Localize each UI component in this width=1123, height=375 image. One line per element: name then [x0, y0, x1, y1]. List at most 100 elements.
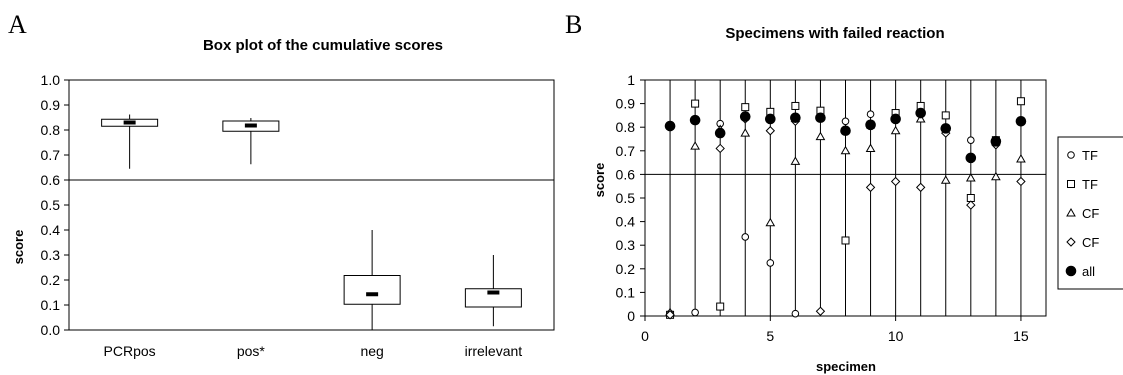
x-category-label: PCRpos	[104, 343, 156, 359]
data-point-square-open	[692, 100, 699, 107]
data-point-circle-filled	[766, 114, 776, 124]
y-tick-label: 0.9	[41, 97, 61, 113]
legend-label: TF	[1082, 148, 1098, 163]
y-tick-label: 0.8	[616, 119, 636, 135]
y-tick-label: 0.6	[41, 172, 61, 188]
x-tick-label: 15	[1013, 328, 1029, 344]
panel-b-plot: 00.10.20.30.40.50.60.70.80.910 5 10 15	[616, 72, 1046, 344]
y-tick-label: 0.5	[616, 190, 636, 206]
y-tick-label: 0.1	[616, 284, 636, 300]
data-point-square-open	[792, 102, 799, 109]
data-point-circle-open	[842, 118, 849, 125]
median-mark	[245, 124, 257, 128]
data-point-circle-filled	[991, 137, 1001, 147]
box	[344, 276, 400, 305]
y-tick-label: 0.0	[41, 322, 61, 338]
data-point-circle-filled	[791, 113, 801, 123]
data-point-triangle-open	[892, 127, 900, 134]
legend-label: CF	[1082, 206, 1099, 221]
median-mark	[366, 292, 378, 296]
data-point-triangle-open	[842, 147, 850, 154]
x-category-label: pos*	[237, 343, 266, 359]
data-point-triangle-open	[1017, 155, 1025, 162]
legend-label: TF	[1082, 177, 1098, 192]
data-point-triangle-open	[867, 144, 875, 151]
data-point-circle-filled	[1016, 117, 1026, 127]
data-point-circle-filled	[916, 108, 926, 118]
panel-a-plot: 0.0 0.1 0.2 0.3 0.4 0.5 0.6 0.7 0.8 0.9 1.0 PCRpos p…	[41, 72, 554, 359]
data-point-square-open	[842, 237, 849, 244]
y-tick-label: 0.3	[41, 247, 61, 263]
y-tick-label: 1	[627, 72, 635, 88]
x-tick-label: 5	[766, 328, 774, 344]
data-point-circle-filled	[740, 112, 750, 122]
data-point-circle-open	[867, 111, 874, 118]
y-tick-label: 0.7	[616, 143, 636, 159]
y-tick-label: 0.8	[41, 122, 61, 138]
panel-b-ylabel: score	[592, 163, 607, 198]
y-tick-label: 0.9	[616, 96, 636, 112]
data-point-triangle-open	[816, 133, 824, 140]
data-point-diamond-open	[892, 177, 900, 185]
y-tick-label: 0.4	[616, 214, 636, 230]
data-point-square-open	[942, 112, 949, 119]
data-point-triangle-open	[741, 129, 749, 136]
x-tick-label: 0	[641, 328, 649, 344]
data-point-triangle-open	[791, 157, 799, 164]
data-point-triangle-open	[942, 176, 950, 183]
data-point-circle-filled	[941, 124, 951, 134]
data-point-diamond-open	[917, 183, 925, 191]
data-point-circle-filled	[841, 126, 851, 136]
data-point-circle-filled	[816, 113, 826, 123]
legend-label: CF	[1082, 235, 1099, 250]
data-point-triangle-open	[766, 219, 774, 226]
y-tick-label: 0	[627, 308, 635, 324]
data-point-square-open	[1017, 98, 1024, 105]
y-tick-label: 1.0	[41, 72, 61, 88]
panel-b-xlabel: specimen	[816, 359, 876, 374]
legend-label: all	[1082, 264, 1095, 279]
x-category-label: irrelevant	[465, 343, 523, 359]
y-tick-label: 0.6	[616, 166, 636, 182]
y-tick-label: 0.7	[41, 147, 61, 163]
legend-marker-circle-open	[1068, 152, 1075, 159]
panel-b-letter: B	[565, 10, 582, 39]
data-point-triangle-open	[691, 142, 699, 149]
panel-b-legend: TF TF CF CF all	[1058, 137, 1123, 289]
data-point-diamond-open	[816, 307, 824, 315]
data-point-circle-filled	[966, 153, 976, 163]
data-point-triangle-open	[967, 174, 975, 181]
data-point-diamond-open	[766, 127, 774, 135]
panel-a-letter: A	[8, 10, 27, 39]
data-point-circle-filled	[891, 114, 901, 124]
panel-b-title: Specimens with failed reaction	[725, 25, 944, 42]
legend-marker-circle-filled	[1066, 266, 1076, 276]
data-point-diamond-open	[716, 144, 724, 152]
data-point-circle-open	[767, 260, 774, 267]
data-point-square-open	[742, 104, 749, 111]
y-tick-label: 0.5	[41, 197, 61, 213]
panel-a-ylabel: score	[11, 230, 26, 265]
data-point-circle-filled	[715, 128, 725, 138]
y-tick-label: 0.2	[41, 272, 61, 288]
data-point-square-open	[717, 303, 724, 310]
data-point-triangle-open	[992, 173, 1000, 180]
x-category-label: neg	[360, 343, 383, 359]
x-tick-label: 10	[888, 328, 904, 344]
y-tick-label: 0.1	[41, 297, 61, 313]
data-point-diamond-open	[967, 201, 975, 209]
data-point-circle-open	[968, 137, 975, 144]
data-point-diamond-open	[1017, 177, 1025, 185]
legend-marker-square-open	[1068, 181, 1075, 188]
data-point-circle-filled	[665, 121, 675, 131]
median-mark	[487, 291, 499, 295]
data-point-circle-filled	[690, 115, 700, 125]
y-tick-label: 0.3	[616, 237, 636, 253]
data-point-circle-open	[692, 309, 699, 316]
data-point-circle-open	[792, 310, 799, 317]
y-tick-label: 0.4	[41, 222, 61, 238]
median-mark	[124, 121, 136, 125]
data-point-diamond-open	[867, 183, 875, 191]
data-point-circle-open	[742, 234, 749, 241]
